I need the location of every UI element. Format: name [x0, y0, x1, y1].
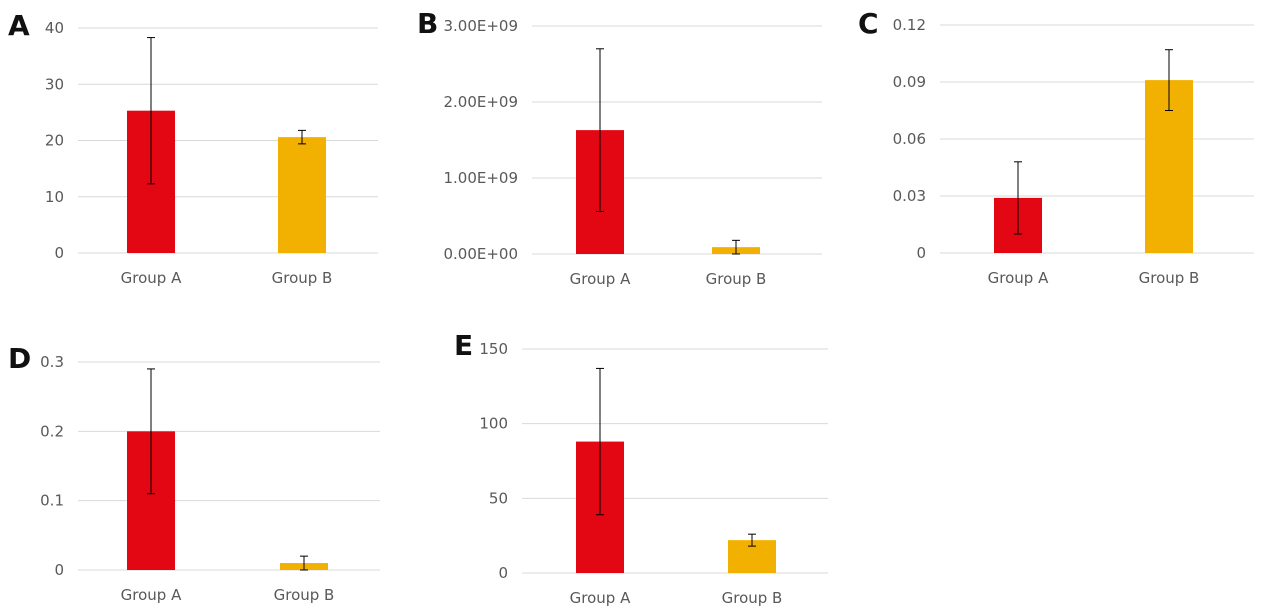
y-tick-label: 0.00E+00 [443, 245, 518, 263]
error-bar [298, 129, 306, 145]
x-category-label: Group B [1139, 269, 1200, 287]
y-tick-label: 20 [45, 132, 64, 150]
y-tick-label: 10 [45, 188, 64, 206]
x-category-label: Group B [706, 270, 767, 288]
y-tick-label: 0.12 [893, 16, 926, 34]
x-category-label: Group B [272, 269, 333, 287]
y-tick-label: 2.00E+09 [443, 93, 518, 111]
y-tick-label: 0.03 [893, 187, 926, 205]
y-tick-label: 0 [54, 244, 64, 262]
x-category-label: Group A [570, 589, 631, 607]
error-bar [1014, 161, 1022, 235]
y-tick-label: 50 [489, 489, 508, 507]
error-bar [748, 533, 756, 547]
y-tick-label: 3.00E+09 [443, 17, 518, 35]
panel-letter-c: C [858, 7, 879, 40]
panel-letter-a: A [8, 9, 30, 42]
error-bar [596, 367, 604, 516]
panel-letter-e: E [454, 329, 474, 362]
y-tick-label: 40 [45, 19, 64, 37]
y-tick-label: 1.00E+09 [443, 169, 518, 187]
y-tick-label: 0.06 [893, 130, 926, 148]
y-tick-label: 100 [479, 415, 508, 433]
y-tick-label: 0.1 [40, 492, 64, 510]
panel-letter-d: D [8, 342, 32, 375]
panel-letter-b: B [417, 7, 439, 40]
y-tick-label: 0.2 [40, 422, 64, 440]
y-tick-label: 0.09 [893, 73, 926, 91]
y-tick-label: 0 [916, 244, 926, 262]
error-bar [300, 555, 308, 571]
error-bar [596, 48, 604, 212]
y-tick-label: 30 [45, 75, 64, 93]
x-category-label: Group B [274, 586, 335, 604]
y-tick-label: 0 [498, 564, 508, 582]
error-bar [732, 239, 740, 255]
y-tick-label: 0.3 [40, 353, 64, 371]
error-bar [1165, 49, 1173, 111]
x-category-label: Group A [121, 269, 182, 287]
x-category-label: Group A [988, 269, 1049, 287]
x-category-label: Group A [121, 586, 182, 604]
error-bar [147, 368, 155, 495]
y-tick-label: 0 [54, 561, 64, 579]
bar-group-b [278, 137, 326, 253]
x-category-label: Group B [722, 589, 783, 607]
error-bar [147, 37, 155, 185]
x-category-label: Group A [570, 270, 631, 288]
y-tick-label: 150 [479, 340, 508, 358]
